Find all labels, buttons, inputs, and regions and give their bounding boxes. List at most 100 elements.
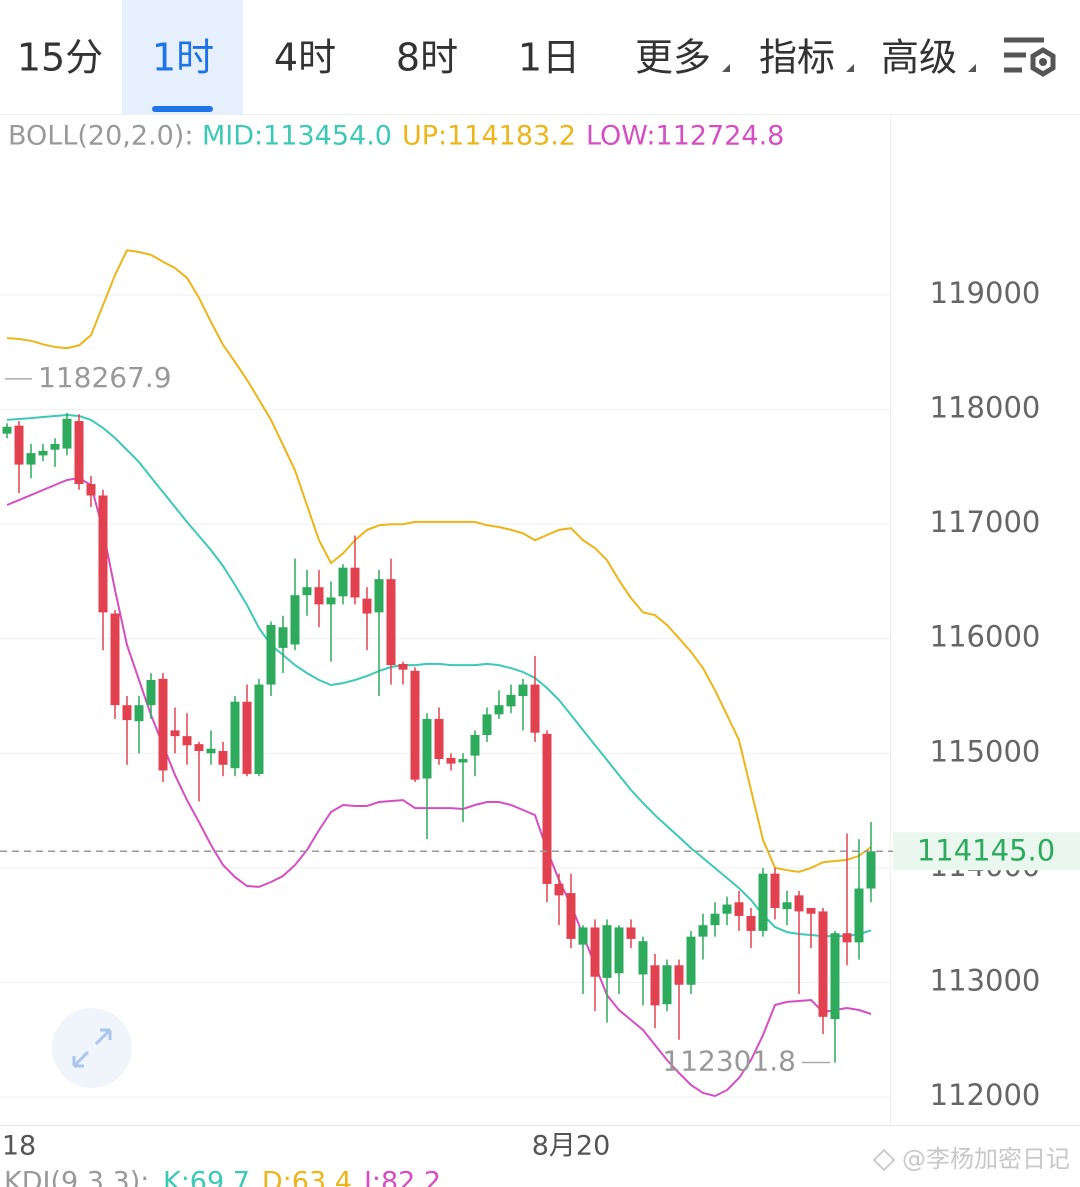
candle-body [782,902,792,910]
candle-body [434,718,444,760]
candle-body [806,907,816,914]
candle-body [518,684,528,697]
candle-body [86,484,96,496]
candle-body [662,965,672,1005]
y-tick-label: 118000 [930,391,1041,425]
candle-body [110,613,120,706]
candle-body [146,679,156,706]
tab[interactable]: 指标 [759,36,835,80]
y-tick-label: 113000 [930,963,1041,997]
candle-body [530,684,540,733]
x-tick-label: 18 [2,1131,36,1162]
candle-body [314,587,324,605]
candle-body [362,598,372,614]
candle-body [638,941,648,975]
tab[interactable]: 1日 [518,36,580,80]
legend: MID:113454.0 UP:114183.2 LOW:112724.8 [202,121,784,152]
candle-body [566,893,576,939]
candle-body [626,927,636,939]
x-tick-label: 8月20 [532,1131,611,1162]
candle-body [266,624,276,685]
y-tick-label: 117000 [930,505,1041,539]
kdj-entry: J:82.2 [362,1167,441,1187]
y-tick-label: 119000 [930,276,1041,310]
legend-entry: MID:113454.0 [202,121,392,152]
candle-body [686,936,696,985]
candle-body [74,421,84,485]
candle-body [470,734,480,756]
tab[interactable]: 更多 [635,36,711,80]
dropdown-arrows [722,64,976,72]
boll-line [6,476,872,1098]
tab[interactable]: 4时 [274,36,336,80]
candle-body [386,579,396,666]
settings-icon[interactable] [1004,37,1056,77]
candle-body [38,450,48,456]
candle-body [458,759,468,763]
tab[interactable]: 15分 [17,36,103,80]
candle-body [194,744,204,752]
candle-body [614,927,624,974]
candle-body [422,718,432,779]
max-label: 118267.9 [38,361,172,394]
candle-body [830,933,840,1020]
candle-body [578,927,588,945]
expand-button[interactable] [52,1008,132,1088]
active-tab-bg [122,0,243,114]
candle-body [698,925,708,937]
last-price-tag [893,832,1080,871]
candle-body [374,579,384,613]
tab[interactable]: 高级 [881,36,957,80]
candle-body [26,453,36,465]
candle-body [338,567,348,597]
candle-body [290,595,300,645]
candle-body [218,751,228,765]
candle-body [758,873,768,931]
kdj-legend: K:69.7 D:63.4 J:82.2 [163,1167,441,1187]
candle-body [854,888,864,943]
candle-body [770,873,780,908]
candle-body [242,701,252,774]
last-price-label: 114145.0 [917,833,1055,867]
candle-body [2,426,12,434]
watermark: @李杨加密日记 [902,1145,1070,1173]
boll-line [6,249,872,873]
legend-entry: UP:114183.2 [402,121,576,152]
candle-body [278,627,288,648]
y-tick-label: 115000 [930,734,1041,768]
candle-body [542,733,552,884]
candle-body [794,895,804,912]
candle-body [482,714,492,735]
candle-body [62,418,72,449]
candle-body [866,851,876,889]
candle-body [182,736,192,746]
candle-body [98,495,108,613]
boll-line [6,413,872,938]
annotations: 118267.9 112301.8 114145.0 [0,361,1080,1077]
candle-body [206,748,216,754]
candle-body [230,701,240,769]
candle-body [134,705,144,722]
candle-body [410,670,420,780]
candle-body [398,663,408,670]
tab[interactable]: 8时 [396,36,458,80]
indicator-label: BOLL(20,2.0): [8,121,193,152]
kdj-entry: K:69.7 [163,1167,250,1187]
tab[interactable]: 1时 [152,36,214,80]
min-label: 112301.8 [662,1044,796,1077]
candle-body [674,965,684,985]
kdj-entry: D:63.4 [262,1167,352,1187]
candle-body [506,694,516,707]
x-axis: 18 8月20 [2,1131,610,1162]
candle-body [494,705,504,715]
kdj-label: KDJ(9,3,3): [4,1167,149,1187]
watermark-logo [872,1148,896,1172]
y-tick-label: 112000 [930,1078,1041,1112]
candle-body [722,904,732,914]
candle-body [734,902,744,917]
candle-body [818,911,828,1017]
grid: 1120001130001140001150001160001170001180… [0,276,1040,1112]
candle-body [158,678,168,771]
candles [2,413,876,1063]
